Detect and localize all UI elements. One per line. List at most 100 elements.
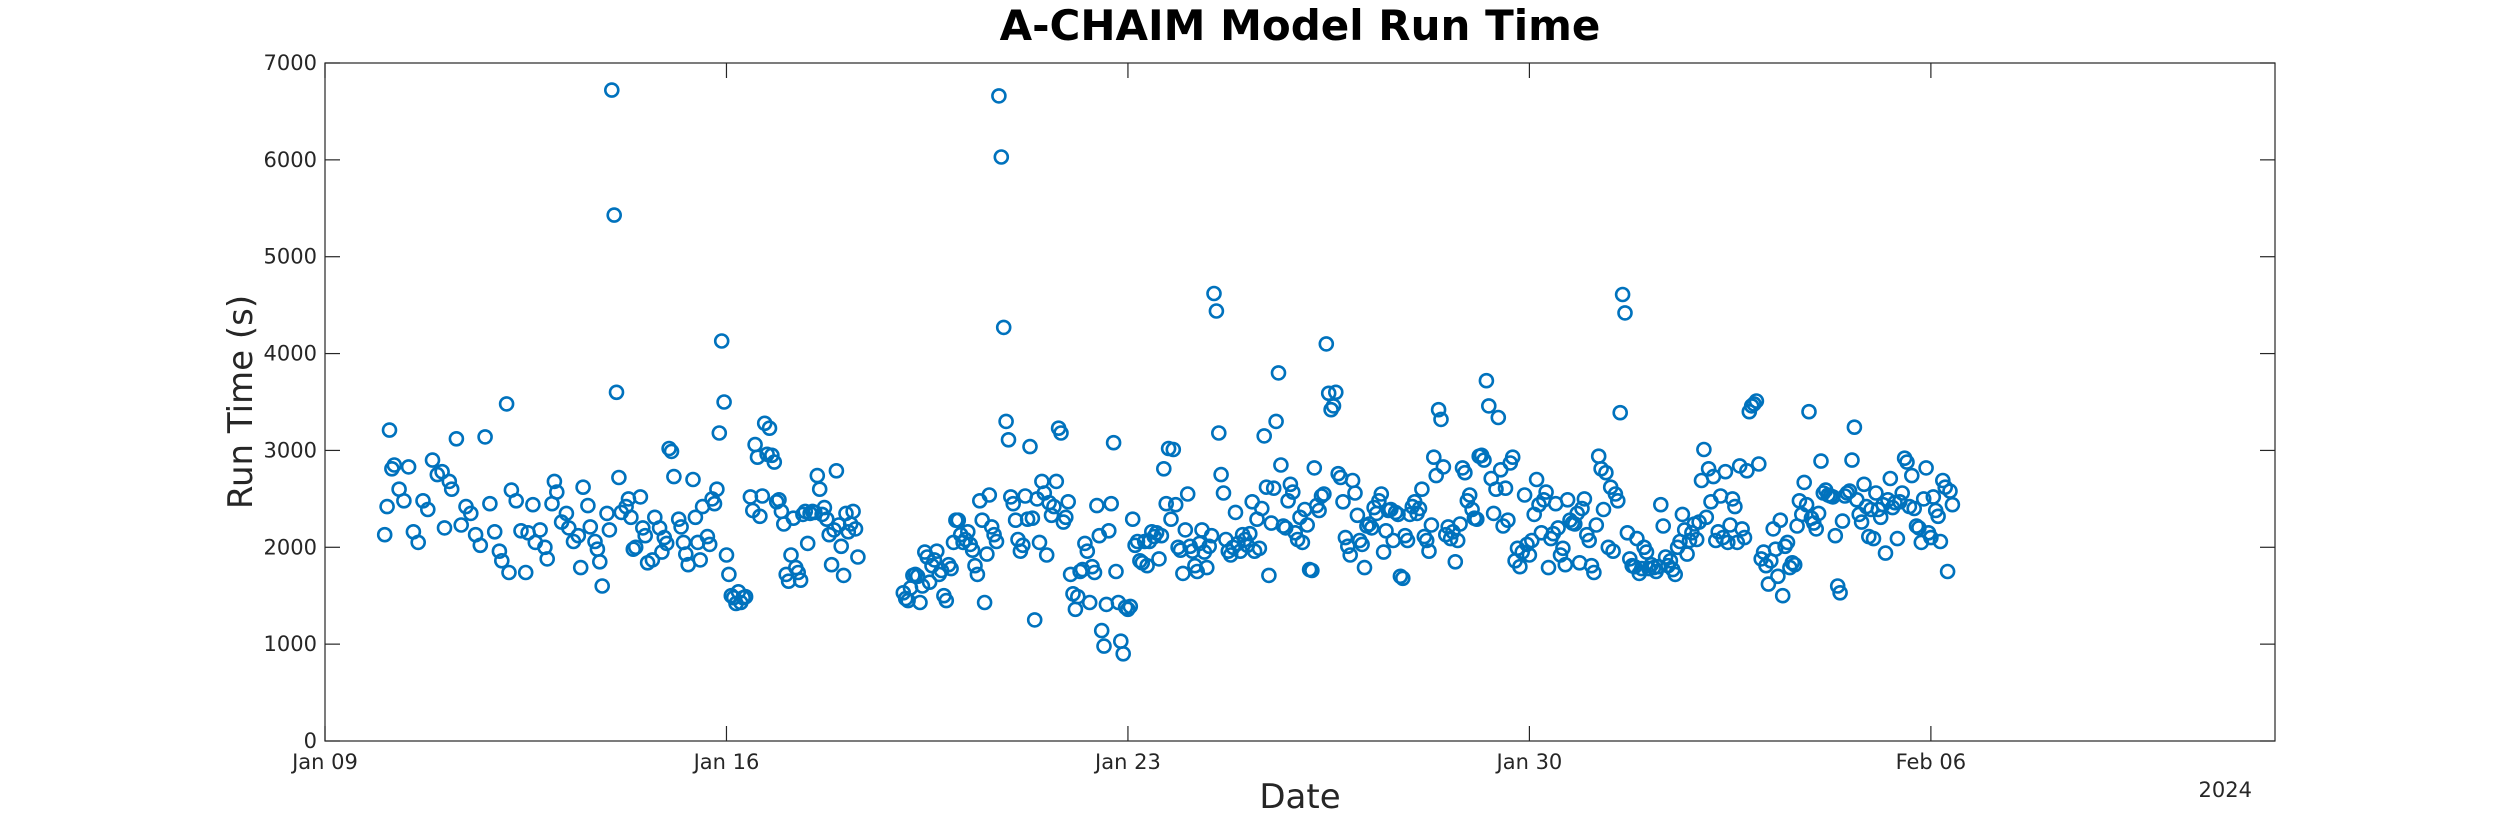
data-points xyxy=(376,82,1961,662)
data-point xyxy=(1868,485,1884,501)
data-point xyxy=(1285,484,1301,500)
data-point xyxy=(591,553,608,570)
data-point xyxy=(1268,413,1284,430)
data-point xyxy=(1005,495,1022,512)
data-point xyxy=(921,574,938,591)
data-point xyxy=(532,522,548,538)
data-point xyxy=(1179,486,1196,502)
data-point xyxy=(1531,496,1547,513)
data-point xyxy=(1655,518,1671,534)
data-point xyxy=(1335,493,1351,510)
axes-frame xyxy=(324,62,2276,742)
data-point xyxy=(486,523,503,540)
data-point xyxy=(1760,576,1777,592)
data-point xyxy=(663,443,680,460)
data-point xyxy=(991,88,1007,104)
data-point xyxy=(558,505,575,522)
data-point xyxy=(1426,449,1442,466)
data-point xyxy=(1433,411,1449,428)
data-point xyxy=(845,503,861,520)
data-point xyxy=(1808,521,1824,537)
data-point xyxy=(1122,598,1139,615)
y-axis-label: Run Time (s) xyxy=(221,295,261,509)
data-point xyxy=(1313,488,1330,504)
data-point xyxy=(835,567,852,584)
data-point xyxy=(525,496,541,513)
data-point xyxy=(1528,471,1545,488)
data-point xyxy=(1720,534,1736,551)
data-point xyxy=(1557,556,1574,573)
data-point xyxy=(1882,470,1899,487)
data-point xyxy=(1167,496,1184,513)
data-point xyxy=(1203,527,1220,544)
data-point xyxy=(594,578,611,594)
data-point xyxy=(477,429,493,445)
data-point xyxy=(1724,491,1741,507)
data-point xyxy=(670,511,687,528)
data-point xyxy=(1316,486,1332,502)
data-point xyxy=(967,557,983,574)
data-point xyxy=(1856,476,1872,493)
data-point xyxy=(601,522,618,538)
data-point xyxy=(828,462,845,479)
data-point xyxy=(1251,540,1268,557)
data-point xyxy=(752,508,768,525)
data-point xyxy=(907,566,924,583)
data-point xyxy=(1175,565,1191,582)
data-point xyxy=(1607,486,1624,502)
data-point xyxy=(1139,557,1155,574)
data-point xyxy=(1337,529,1354,546)
data-point xyxy=(1060,493,1076,510)
data-point xyxy=(1070,588,1086,605)
data-point xyxy=(589,541,606,558)
data-point xyxy=(988,533,1005,550)
data-point xyxy=(513,522,529,539)
data-point xyxy=(981,487,998,503)
data-point xyxy=(1375,544,1392,560)
data-point xyxy=(1447,553,1464,570)
data-point xyxy=(1067,601,1084,618)
data-point xyxy=(1053,425,1069,441)
y-tick-label: 3000 xyxy=(264,438,317,462)
data-point xyxy=(1588,517,1605,533)
data-point xyxy=(1827,527,1844,544)
data-point xyxy=(1612,404,1628,421)
data-point xyxy=(1452,516,1468,532)
data-point xyxy=(482,495,498,512)
data-point xyxy=(1521,547,1538,563)
data-point xyxy=(701,536,718,553)
data-point xyxy=(1038,547,1055,563)
data-point xyxy=(983,519,1000,535)
data-point xyxy=(1089,497,1105,514)
data-point xyxy=(1870,501,1887,518)
data-point xyxy=(1340,538,1356,555)
data-point xyxy=(548,484,565,500)
data-point xyxy=(721,566,737,583)
data-point xyxy=(1696,441,1712,458)
data-point xyxy=(764,447,780,464)
data-point xyxy=(517,564,534,581)
data-point xyxy=(799,535,816,552)
data-point xyxy=(546,473,563,490)
data-point xyxy=(1101,522,1117,539)
data-point xyxy=(1923,529,1939,546)
data-point xyxy=(1265,480,1282,497)
data-point xyxy=(1932,533,1949,550)
data-point xyxy=(1423,517,1440,533)
data-point xyxy=(850,549,866,565)
data-point xyxy=(1674,506,1691,523)
data-point xyxy=(1206,285,1222,302)
data-point xyxy=(1022,438,1038,455)
data-point xyxy=(632,489,649,505)
data-point xyxy=(1559,491,1576,508)
data-point xyxy=(572,559,589,576)
data-point xyxy=(1261,567,1277,584)
data-point xyxy=(761,420,778,437)
data-point xyxy=(539,551,556,567)
data-point xyxy=(1469,511,1485,528)
data-point xyxy=(1772,512,1789,529)
data-point xyxy=(1590,448,1607,465)
data-point xyxy=(1490,409,1507,426)
data-point xyxy=(634,520,651,536)
data-point xyxy=(1844,452,1860,468)
